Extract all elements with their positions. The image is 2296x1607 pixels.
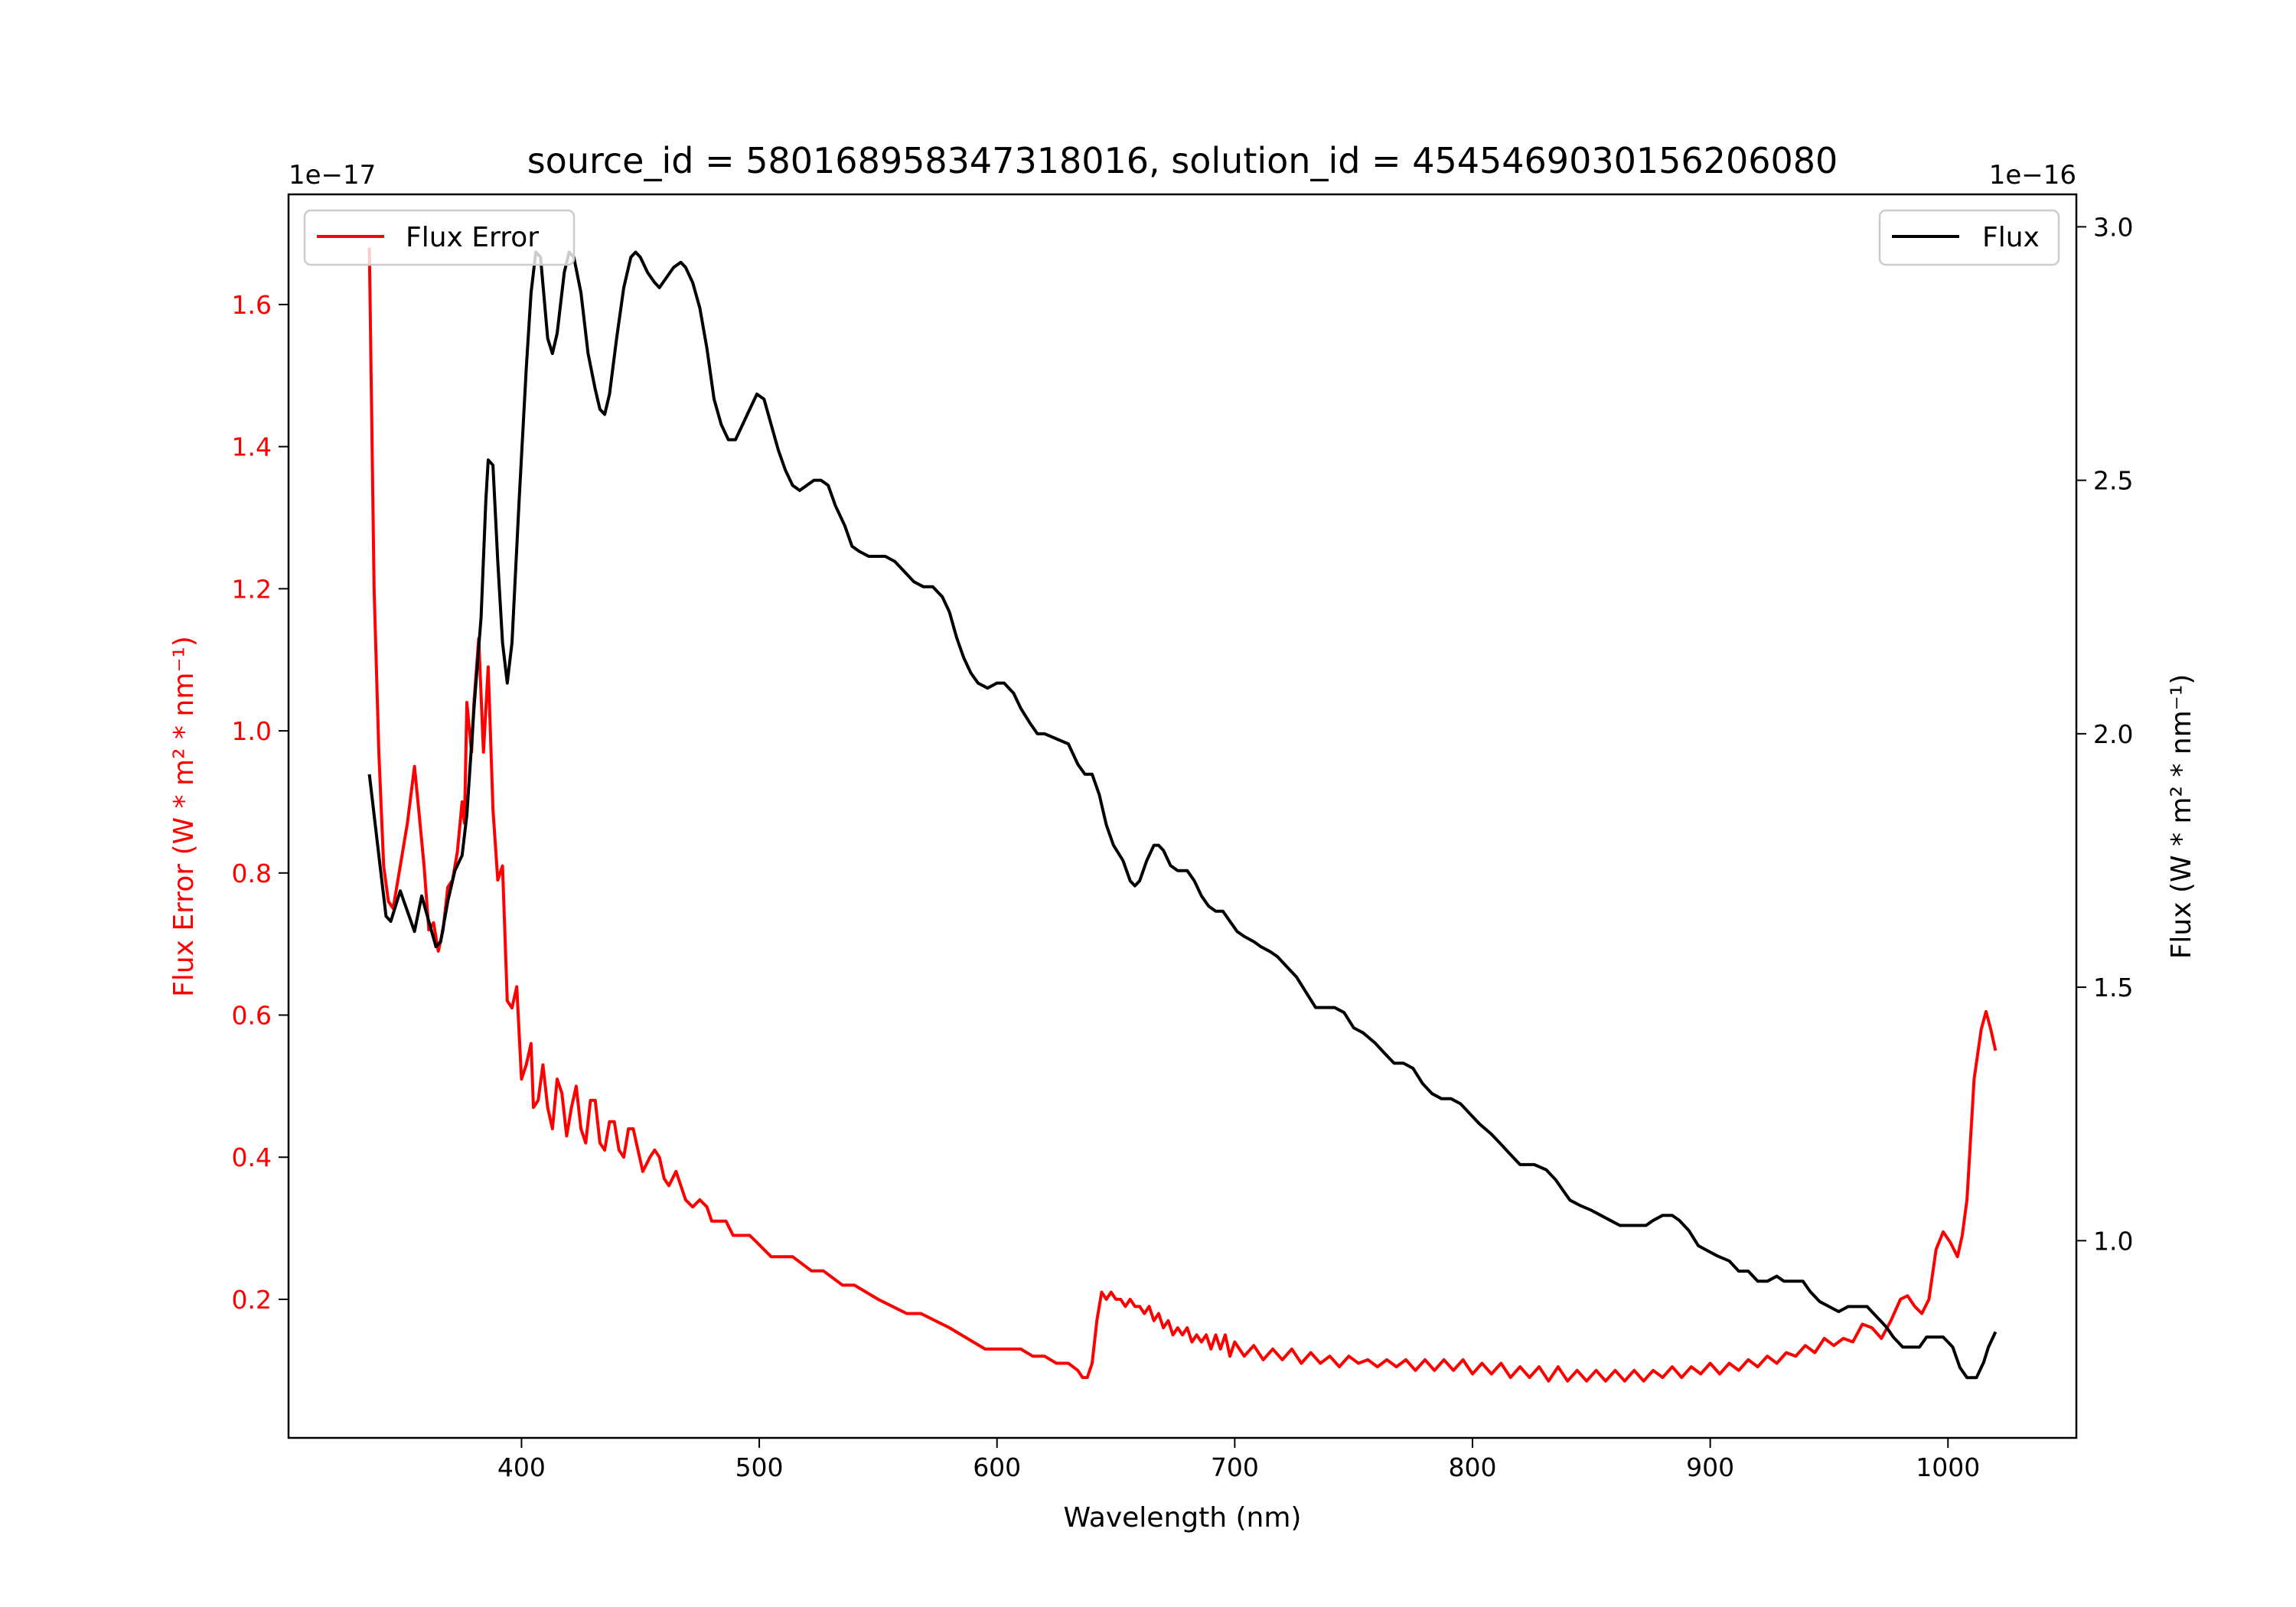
- left-y-tick-label: 1.4: [232, 432, 272, 462]
- right-y-tick-label: 2.0: [2093, 719, 2133, 749]
- right-y-tick-label: 1.5: [2093, 973, 2133, 1002]
- legend-label-flux-error: Flux Error: [406, 222, 539, 253]
- series-line-flux: [367, 250, 1998, 1380]
- right-offset-text: 1e−16: [1989, 160, 2076, 191]
- left-y-tick-label: 1.6: [232, 290, 272, 320]
- left-y-tick-label: 0.2: [232, 1285, 272, 1315]
- right-axis-label: Flux (W * m² * nm⁻¹): [2166, 674, 2197, 960]
- x-tick-label: 1000: [1916, 1452, 1980, 1482]
- x-tick-label: 900: [1686, 1452, 1734, 1482]
- left-y-tick-label: 0.6: [232, 1001, 272, 1031]
- chart-title: source_id = 580168958347318016, solution…: [527, 140, 1838, 181]
- x-axis-label: Wavelength (nm): [1064, 1502, 1302, 1534]
- right-y-tick-label: 1.0: [2093, 1226, 2133, 1256]
- right-y-tick-label: 2.5: [2093, 466, 2133, 496]
- axes-frame: [287, 193, 2078, 1439]
- left-y-tick-label: 1.2: [232, 574, 272, 604]
- legend-label-flux: Flux: [1982, 222, 2040, 253]
- left-offset-text: 1e−17: [289, 160, 376, 191]
- x-tick-label: 700: [1211, 1452, 1259, 1482]
- x-tick-label: 600: [973, 1452, 1021, 1482]
- x-tick-label: 500: [735, 1452, 784, 1482]
- left-axis-label: Flux Error (W * m² * nm⁻¹): [168, 636, 200, 997]
- right-y-tick-label: 3.0: [2093, 212, 2133, 242]
- left-y-tick-label: 0.8: [232, 859, 272, 888]
- x-tick-label: 800: [1448, 1452, 1496, 1482]
- x-tick-label: 400: [497, 1452, 546, 1482]
- plot-area: 400 500 600 700 800 900 1000 0.2 0.4 0.6 0.8 1.0 1.2…: [232, 212, 2134, 1482]
- left-y-tick-label: 1.0: [232, 716, 272, 746]
- series-line-flux-error: [367, 247, 1998, 1383]
- legend-flux-error: Flux Error: [303, 209, 576, 266]
- left-y-tick-label: 0.4: [232, 1143, 272, 1172]
- legend-flux: Flux: [1878, 209, 2060, 266]
